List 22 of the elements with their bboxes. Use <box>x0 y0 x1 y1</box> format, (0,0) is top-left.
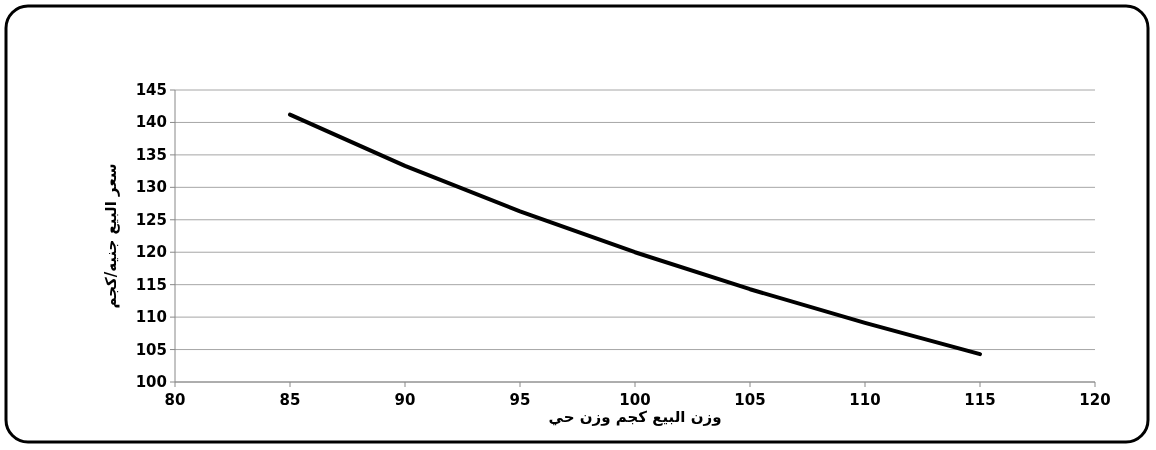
y-tick-label: 110 <box>135 308 167 327</box>
x-tick-label: 95 <box>509 391 531 409</box>
y-tick-label: 145 <box>135 81 167 99</box>
x-tick-label: 80 <box>164 391 186 409</box>
line-series <box>288 112 982 357</box>
y-tick-label: 135 <box>135 145 167 164</box>
y-axis-title: سعر البيع جنيه/كجم <box>102 163 120 309</box>
y-tick-label: 125 <box>135 210 167 229</box>
y-tick-label: 120 <box>135 243 167 262</box>
y-tick-label: 140 <box>135 113 167 132</box>
y-tick-label: 130 <box>135 178 167 197</box>
y-tick-label: 115 <box>135 275 167 294</box>
x-axis-title: وزن البيع كجم وزن حي <box>548 408 722 426</box>
y-tick-label: 105 <box>135 340 167 359</box>
x-tick-label: 120 <box>1079 391 1111 409</box>
x-tick-label: 115 <box>964 391 996 409</box>
x-tick-label: 110 <box>849 391 881 409</box>
x-tick-label: 90 <box>394 391 416 409</box>
y-tick-label: 100 <box>135 373 167 391</box>
x-tick-label: 100 <box>619 391 651 409</box>
x-tick-label: 85 <box>279 391 301 409</box>
x-tick-label: 105 <box>734 391 766 409</box>
